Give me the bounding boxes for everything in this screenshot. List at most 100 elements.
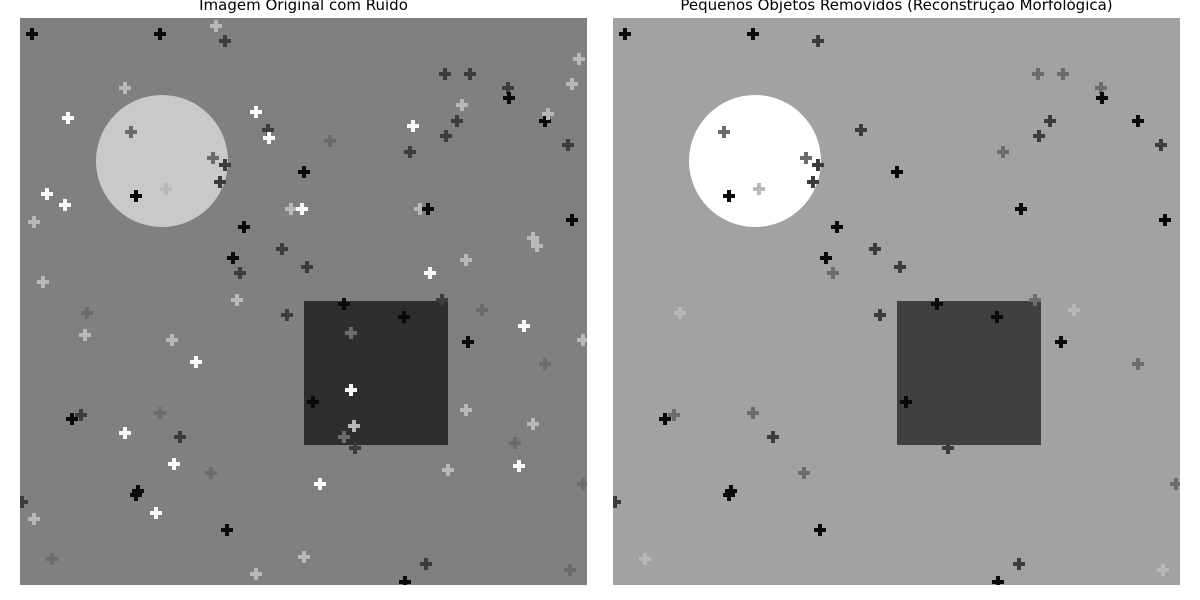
noise-speckle <box>827 267 839 279</box>
noise-speckle <box>674 307 686 319</box>
noise-speckle <box>227 252 239 264</box>
noise-speckle <box>997 146 1009 158</box>
noise-speckle <box>812 35 824 47</box>
noise-speckle <box>531 240 543 252</box>
noise-speckle <box>566 78 578 90</box>
noise-speckle <box>338 431 350 443</box>
noise-speckle <box>125 126 137 138</box>
noise-speckle <box>518 320 530 332</box>
dark-square <box>304 301 448 445</box>
noise-speckle <box>991 311 1003 323</box>
noise-speckle <box>753 183 765 195</box>
noise-speckle <box>1132 115 1144 127</box>
noise-speckle <box>1157 564 1169 576</box>
noise-speckle <box>1095 82 1107 94</box>
noise-speckle <box>502 82 514 94</box>
noise-speckle <box>26 28 38 40</box>
noise-speckle <box>723 489 735 501</box>
noise-speckle <box>539 115 551 127</box>
noise-speckle <box>1057 68 1069 80</box>
noise-speckle <box>820 252 832 264</box>
noise-speckles <box>613 28 1180 585</box>
noise-speckle <box>219 35 231 47</box>
noise-speckle <box>619 28 631 40</box>
noise-speckle <box>210 20 222 32</box>
noise-speckle <box>800 152 812 164</box>
dark-square <box>897 301 1041 445</box>
image-background <box>613 18 1180 585</box>
noise-speckle <box>324 135 336 147</box>
noise-speckle <box>1033 130 1045 142</box>
noise-speckle <box>166 334 178 346</box>
noise-speckle <box>298 551 310 563</box>
noise-speckle <box>46 553 58 565</box>
noise-speckle <box>130 190 142 202</box>
noise-speckle <box>231 294 243 306</box>
noise-speckle <box>349 442 361 454</box>
noise-speckle <box>1044 115 1056 127</box>
noise-speckle <box>207 152 219 164</box>
noise-speckle <box>168 458 180 470</box>
noise-speckle <box>307 396 319 408</box>
noise-speckle <box>577 478 587 490</box>
noise-speckle <box>874 309 886 321</box>
noise-speckle <box>59 199 71 211</box>
noise-speckle <box>564 564 576 576</box>
noise-speckle <box>404 146 416 158</box>
bright-circle <box>96 95 228 227</box>
noise-speckle <box>1015 203 1027 215</box>
noise-speckle <box>931 298 943 310</box>
noise-speckle <box>668 409 680 421</box>
noise-speckle <box>301 261 313 273</box>
noise-speckle <box>814 524 826 536</box>
noise-speckle <box>345 384 357 396</box>
noise-speckle <box>338 298 350 310</box>
noise-speckle <box>174 431 186 443</box>
noise-speckle <box>1159 214 1171 226</box>
noise-speckle <box>205 467 217 479</box>
noise-speckle <box>869 243 881 255</box>
noise-speckle <box>900 396 912 408</box>
noise-speckle <box>345 327 357 339</box>
noise-speckle <box>1132 358 1144 370</box>
noise-speckle <box>160 183 172 195</box>
noise-speckle <box>20 496 28 508</box>
noise-speckle <box>1013 558 1025 570</box>
noise-speckle <box>41 188 53 200</box>
noise-speckle <box>831 221 843 233</box>
noise-speckle <box>250 106 262 118</box>
noise-speckle <box>399 576 411 585</box>
noise-speckle <box>75 409 87 421</box>
noise-speckle <box>747 28 759 40</box>
noise-speckle <box>460 254 472 266</box>
noise-speckle <box>154 407 166 419</box>
noise-speckle <box>285 203 297 215</box>
noise-speckle <box>407 120 419 132</box>
noise-speckle <box>462 336 474 348</box>
noise-speckle <box>573 53 585 65</box>
original-noisy-image <box>20 18 587 585</box>
noise-speckle <box>1029 294 1041 306</box>
reconstructed-image <box>613 18 1180 585</box>
noise-speckle <box>238 221 250 233</box>
noise-speckle <box>767 431 779 443</box>
noise-speckle <box>119 82 131 94</box>
noise-speckle <box>234 267 246 279</box>
noise-speckle <box>28 216 40 228</box>
noise-speckle <box>348 420 360 432</box>
noise-speckle <box>439 68 451 80</box>
noise-speckle <box>723 190 735 202</box>
noise-speckle <box>527 418 539 430</box>
noise-speckle <box>464 68 476 80</box>
image-background <box>20 18 587 585</box>
noise-speckle <box>1055 336 1067 348</box>
noise-speckle <box>503 92 515 104</box>
noise-speckle <box>992 576 1004 585</box>
noise-speckle <box>456 99 468 111</box>
noise-speckle <box>66 413 78 425</box>
noise-speckle <box>314 478 326 490</box>
noise-speckle <box>414 203 426 215</box>
noise-speckle <box>130 489 142 501</box>
noise-speckle <box>28 513 40 525</box>
noise-speckle <box>509 437 521 449</box>
